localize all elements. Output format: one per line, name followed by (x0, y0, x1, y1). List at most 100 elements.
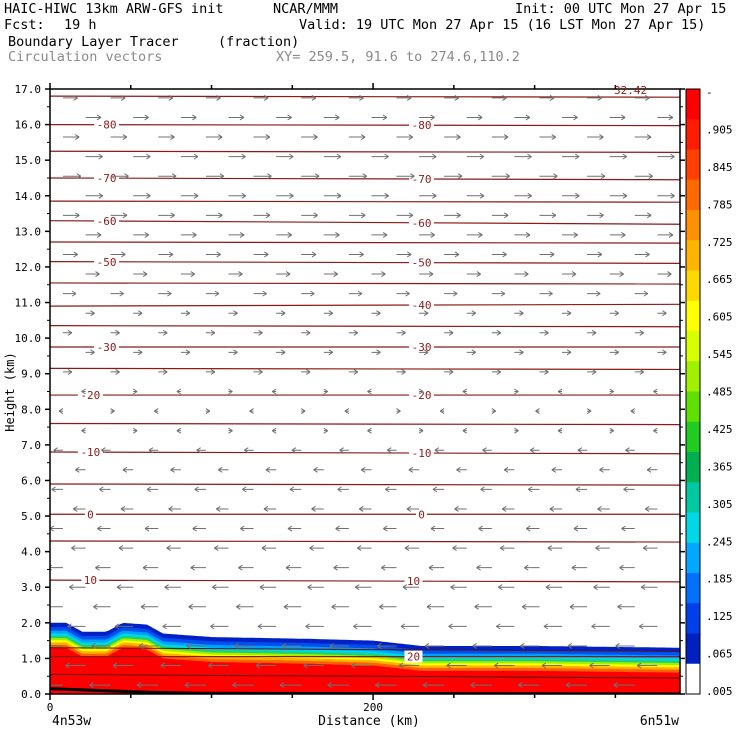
vector-arrow (305, 623, 324, 630)
vector-arrow (623, 486, 635, 493)
fcst-value: 19 h (64, 17, 97, 33)
vector-arrow (244, 447, 254, 454)
vector-arrow (462, 427, 468, 434)
vector-arrow (344, 408, 350, 414)
vector-arrow (301, 290, 315, 297)
vector-arrow (609, 153, 628, 160)
vector-arrow (263, 506, 277, 512)
vector-arrow (634, 290, 649, 297)
field-units: (fraction) (218, 34, 300, 50)
vector-arrow (133, 349, 143, 356)
vector-arrow (228, 153, 246, 160)
vector-arrow (444, 94, 460, 101)
vector-arrow (450, 584, 467, 591)
y-tick-label: 16.0 (15, 119, 42, 132)
contour-label-bg (409, 216, 435, 229)
vector-arrow (313, 466, 324, 473)
vector-arrow (168, 506, 181, 512)
vector-arrow (514, 388, 519, 395)
vector-arrow (587, 329, 597, 336)
vector-arrow (609, 310, 619, 317)
vector-arrow (562, 271, 577, 277)
vector-arrow (356, 545, 372, 552)
vector-arrow (253, 290, 267, 297)
colorbar: - .905 .845 .785 .725 .665 .605 .545 .485 .425 .36… (685, 86, 733, 698)
vector-arrow (81, 388, 86, 395)
vector-arrow (418, 427, 424, 434)
vector-arrow (62, 290, 77, 297)
vector-arrow (255, 662, 277, 669)
vector-arrow (522, 603, 540, 610)
vector-arrow (495, 623, 515, 630)
vector-arrow (110, 369, 120, 375)
x-right-endpoint: 6n51w (640, 714, 679, 729)
vector-arrow (122, 466, 134, 473)
vector-arrow (276, 310, 286, 317)
contour-label: 0 (418, 508, 425, 521)
vector-arrow (303, 662, 324, 669)
vector-arrow (547, 545, 563, 552)
axes: 0.0 1.0 2.0 3.0 4.0 5.0 6.0 7.0 8.0 9.0 10.0 11.0 12… (15, 83, 685, 714)
vector-arrow (170, 466, 181, 473)
vector-arrow (85, 310, 95, 317)
vector-arrow (589, 662, 610, 669)
vector-arrow (95, 564, 111, 571)
y-tick-label: 11.0 (15, 297, 42, 310)
vector-arrow (503, 466, 515, 473)
plot-area: -80 -80-70 -70-60 -60-50 -50-40-30 -30-20 -20-… (50, 94, 680, 694)
vector-arrow (192, 525, 206, 532)
vector-arrow (205, 369, 216, 375)
vector-arrow (434, 447, 445, 454)
vector-arrow (514, 427, 519, 434)
vector-arrow (51, 486, 63, 493)
vector-arrow (591, 623, 610, 630)
vector-arrow (480, 486, 492, 493)
vector-arrow (466, 349, 477, 356)
y-tick-label: 12.0 (15, 261, 42, 274)
vector-arrow (539, 329, 549, 336)
vector-arrow (408, 466, 420, 473)
vector-arrow (337, 486, 349, 493)
contour-label-bg (409, 119, 435, 132)
colorbar-label: .365 (706, 460, 733, 473)
vector-arrow (562, 114, 578, 121)
vector-arrow (140, 603, 159, 610)
vector-arrow (71, 545, 86, 552)
vector-arrow (132, 427, 138, 434)
vector-arrow (184, 682, 206, 689)
vector-arrow (396, 251, 412, 258)
vector-arrow (595, 545, 610, 552)
vector-arrow (444, 369, 454, 375)
vector-arrow (132, 388, 138, 395)
vector-arrow (110, 173, 129, 180)
vector-arrow (491, 290, 506, 297)
vector-arrow (609, 114, 626, 121)
colorbar-label: .665 (706, 273, 733, 286)
contour-label: -80 (97, 119, 117, 132)
vector-arrow (240, 525, 254, 532)
vector-arrow (146, 486, 159, 493)
vector-arrow (210, 623, 229, 630)
vector-arrow (472, 643, 492, 649)
vector-arrow (228, 427, 233, 434)
vector-arrow (101, 447, 111, 454)
vector-arrow (112, 662, 134, 669)
vector-arrow (419, 271, 434, 277)
vector-arrow (228, 114, 245, 121)
vector-arrow (642, 545, 658, 552)
contour-label: -10 (412, 447, 432, 460)
vector-arrow (333, 564, 349, 571)
contour-line-low-0 (50, 673, 680, 679)
vector-arrow (335, 525, 349, 532)
colorbar-swatch (686, 210, 700, 241)
vector-arrow (85, 153, 103, 160)
vector-arrow (493, 662, 515, 669)
contour-label: 20 (407, 651, 420, 664)
vector-arrow (142, 564, 159, 571)
vector-arrow (331, 603, 349, 610)
vector-arrow (419, 349, 429, 356)
vector-arrow (609, 231, 626, 238)
contour-label-bg (416, 508, 428, 521)
vector-arrow (514, 153, 532, 160)
vector-arrow (383, 525, 397, 532)
